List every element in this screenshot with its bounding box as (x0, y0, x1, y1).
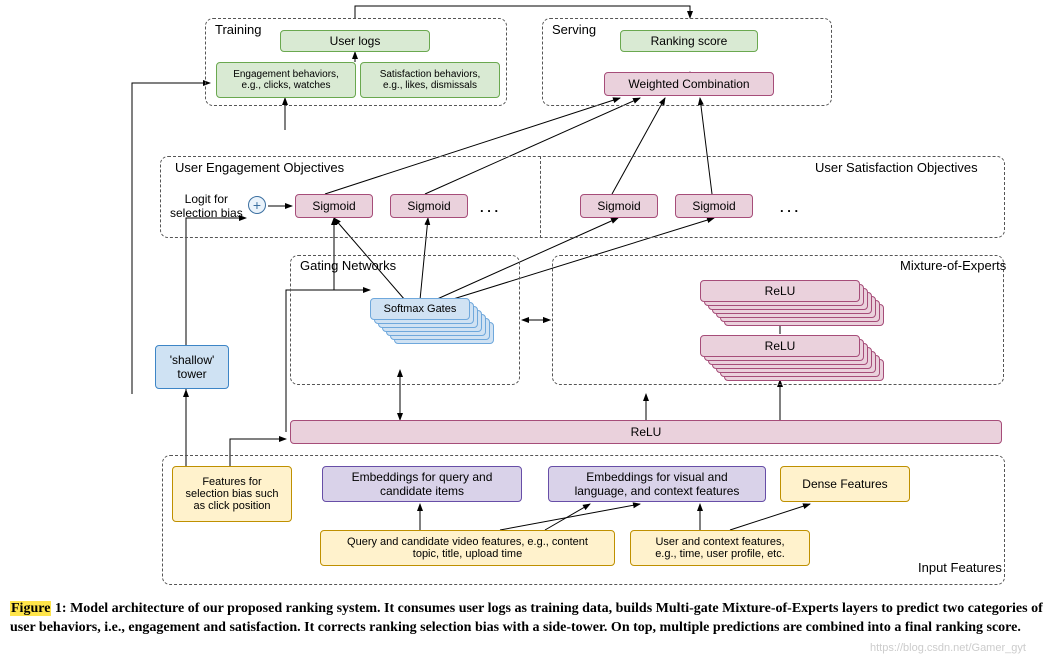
moe-label: Mixture-of-Experts (900, 258, 1006, 273)
gating-label: Gating Networks (300, 258, 396, 273)
sigmoid-4: Sigmoid (675, 194, 753, 218)
dots-2: . . . (780, 200, 798, 215)
engagement-behaviors-box: Engagement behaviors, e.g., clicks, watc… (216, 62, 356, 98)
bias-features-box: Features for selection bias such as clic… (172, 466, 292, 522)
user-logs-box: User logs (280, 30, 430, 52)
engagement-objectives-label: User Engagement Objectives (175, 160, 344, 175)
user-context-features-box: User and context features, e.g., time, u… (630, 530, 810, 566)
relu-wide-box: ReLU (290, 420, 1002, 444)
caption-text: 1: Model architecture of our proposed ra… (10, 601, 1043, 635)
watermark: https://blog.csdn.net/Gamer_gyt (870, 642, 1026, 654)
embeddings-query-box: Embeddings for query and candidate items (322, 466, 522, 502)
ranking-score-box: Ranking score (620, 30, 758, 52)
embeddings-visual-box: Embeddings for visual and language, and … (548, 466, 766, 502)
serving-label: Serving (552, 22, 596, 37)
objectives-divider (540, 156, 541, 238)
logit-label: Logit for selection bias (170, 192, 243, 220)
sigmoid-3: Sigmoid (580, 194, 658, 218)
figure-caption: Figure 1: Model architecture of our prop… (10, 600, 1050, 638)
plus-icon: + (248, 196, 266, 214)
dots-1: . . . (480, 200, 498, 215)
satisfaction-behaviors-box: Satisfaction behaviors, e.g., likes, dis… (360, 62, 500, 98)
sigmoid-2: Sigmoid (390, 194, 468, 218)
sigmoid-1: Sigmoid (295, 194, 373, 218)
input-features-label: Input Features (918, 560, 1002, 575)
figure-highlight: Figure (10, 601, 51, 616)
diagram-canvas: Training Serving User Engagement Objecti… (0, 0, 1063, 666)
training-label: Training (215, 22, 261, 37)
satisfaction-objectives-label: User Satisfaction Objectives (815, 160, 978, 175)
shallow-tower-box: 'shallow' tower (155, 345, 229, 389)
dense-features-box: Dense Features (780, 466, 910, 502)
query-video-features-box: Query and candidate video features, e.g.… (320, 530, 615, 566)
weighted-combination-box: Weighted Combination (604, 72, 774, 96)
